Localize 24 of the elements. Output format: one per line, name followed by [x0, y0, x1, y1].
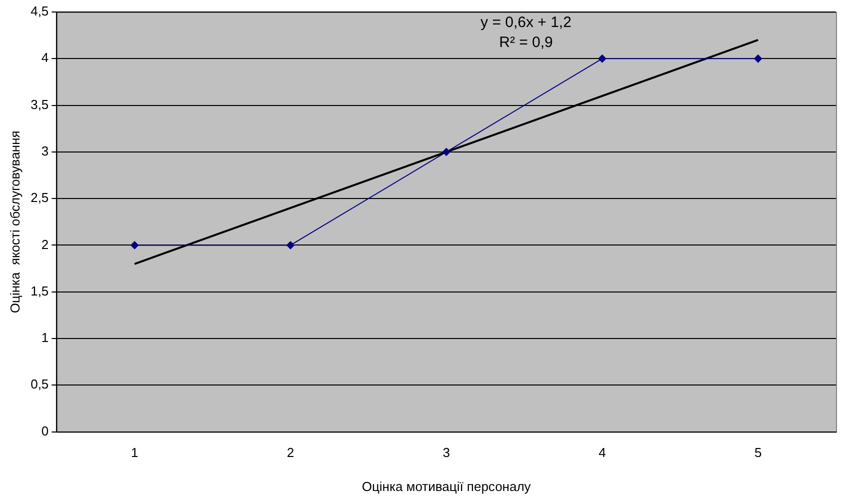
- y-axis-title: Оцінка якості обслуговування: [7, 130, 22, 314]
- annotation: R² = 0,9: [499, 34, 553, 52]
- point: [130, 241, 139, 250]
- point: [598, 54, 606, 63]
- point: [286, 241, 294, 250]
- x-tick-label: 2: [286, 445, 294, 460]
- y-tick-label: 0,5: [30, 376, 49, 392]
- y-tick-label: 3: [41, 144, 49, 159]
- y-tick-label: 4,5: [30, 4, 49, 19]
- x-tick-label: 5: [754, 445, 762, 460]
- point: [754, 54, 762, 63]
- y-tick-label: 2: [41, 236, 49, 252]
- y-tick-label: 3,5: [30, 96, 49, 112]
- annotation: y = 0,6x + 1,2: [480, 14, 572, 32]
- y-tick-label: 1: [41, 330, 49, 346]
- point: [442, 148, 450, 156]
- y-tick-label: 4: [41, 50, 49, 66]
- x-tick-label: 3: [442, 445, 450, 460]
- y-tick-label: 0: [41, 423, 49, 438]
- x-tick-label: 1: [130, 445, 138, 460]
- y-tick-label: 1,5: [30, 283, 49, 298]
- x-axis-title: Оцінка мотивації персоналу: [362, 478, 532, 494]
- y-tick-label: 2,5: [30, 190, 49, 206]
- x-tick-label: 4: [598, 445, 606, 460]
